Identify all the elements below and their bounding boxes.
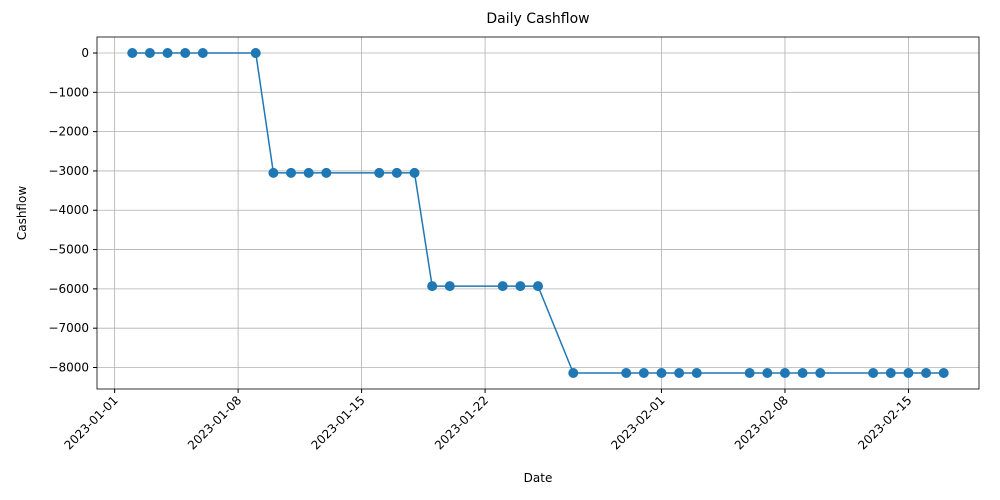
point — [321, 167, 332, 178]
point — [197, 48, 208, 58]
point — [691, 368, 702, 378]
line — [132, 52, 944, 374]
y-tick-label: −5000 — [48, 243, 89, 257]
plot-frame — [96, 36, 980, 390]
point — [938, 368, 949, 378]
y-tick-label: −6000 — [48, 282, 89, 296]
y-tick-label: 0 — [81, 46, 89, 60]
point — [885, 368, 896, 378]
point — [144, 48, 155, 58]
y-tick-label: −7000 — [48, 321, 89, 335]
point — [903, 368, 914, 378]
point — [533, 281, 543, 292]
point — [497, 281, 508, 292]
point — [409, 167, 420, 178]
point — [444, 281, 455, 292]
point — [921, 368, 932, 378]
point — [515, 281, 526, 292]
point — [815, 368, 826, 378]
x-axis-label: Date — [524, 471, 553, 485]
y-axis-label: Cashflow — [15, 186, 29, 240]
point — [162, 48, 173, 58]
point — [621, 368, 632, 378]
point — [762, 368, 773, 378]
point — [568, 368, 579, 378]
point — [268, 167, 279, 178]
point — [797, 368, 808, 378]
point — [250, 48, 261, 58]
point — [744, 368, 755, 378]
y-tick-label: −1000 — [48, 85, 89, 99]
y-tick-label: −4000 — [48, 203, 89, 217]
point — [868, 368, 879, 378]
point — [374, 167, 385, 178]
y-tick-label: −8000 — [48, 360, 89, 374]
y-tick-label: −3000 — [48, 164, 89, 178]
point — [391, 167, 402, 178]
y-tick-label: −2000 — [48, 125, 89, 139]
point — [779, 368, 790, 378]
point — [286, 167, 297, 178]
point — [303, 167, 314, 178]
point — [638, 368, 649, 378]
point — [656, 368, 667, 378]
point — [180, 48, 191, 58]
point — [127, 48, 138, 58]
point — [674, 368, 685, 378]
chart-title: Daily Cashflow — [486, 11, 589, 27]
point — [427, 281, 438, 292]
